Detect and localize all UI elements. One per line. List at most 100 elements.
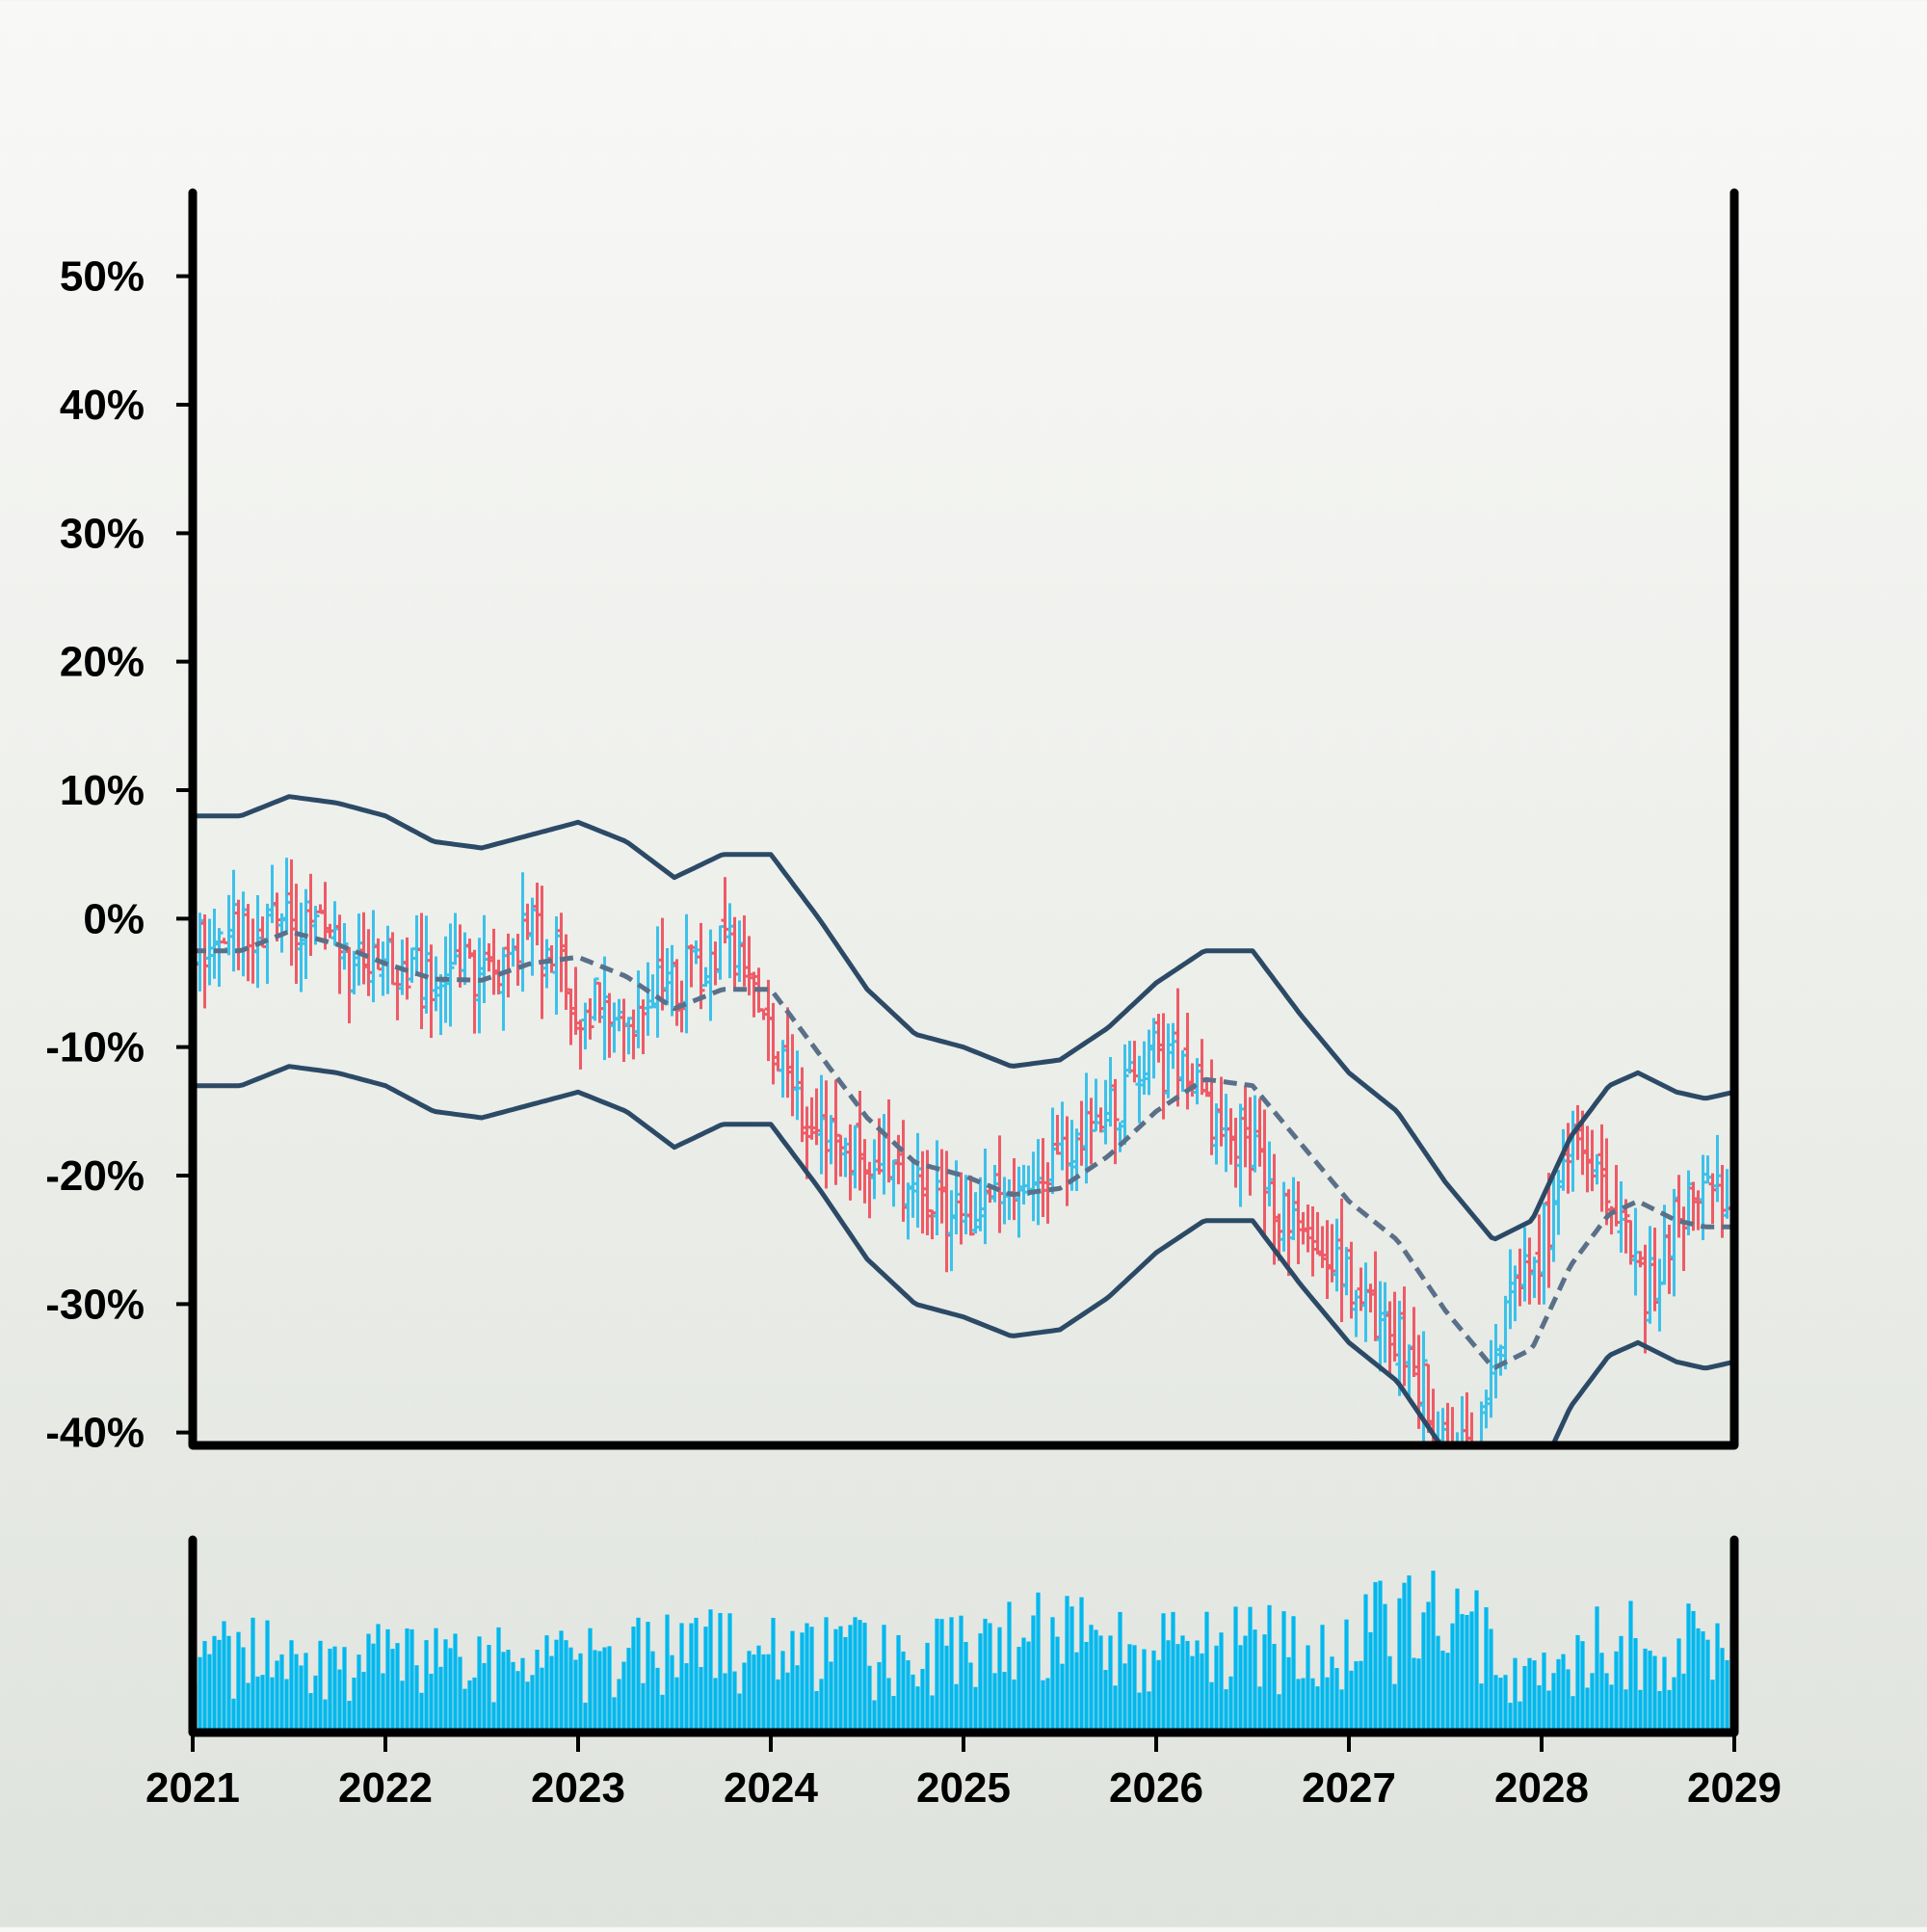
ohlc-candle (610, 1002, 619, 1053)
volume-bar (612, 1697, 617, 1733)
volume-bar (381, 1673, 385, 1733)
volume-bar (1436, 1635, 1440, 1733)
volume-bar (1445, 1653, 1450, 1733)
ohlc-candle (870, 1139, 879, 1200)
ohlc-candle (1371, 1251, 1380, 1341)
ohlc-candle (417, 913, 426, 1029)
ohlc-candle (1496, 1344, 1505, 1376)
volume-bar (838, 1626, 843, 1733)
volume-bar (1253, 1629, 1257, 1733)
ohlc-candle (1516, 1248, 1524, 1307)
ohlc-candle (461, 932, 469, 986)
ohlc-candle (523, 903, 532, 940)
ohlc-candle (865, 1161, 874, 1219)
volume-bar (655, 1667, 660, 1733)
ohlc-candle (1260, 1109, 1269, 1235)
ohlc-candle (1015, 1166, 1023, 1238)
volume-bar (1657, 1690, 1662, 1733)
volume-bar (1551, 1673, 1556, 1733)
volume-bar (1580, 1641, 1585, 1733)
volume-bar (925, 1642, 930, 1733)
volume-bar (1079, 1597, 1084, 1733)
ohlc-candle (1641, 1244, 1650, 1354)
ohlc-candle (827, 1115, 835, 1165)
ohlc-candle (1626, 1219, 1635, 1265)
volume-bar (371, 1643, 376, 1733)
volume-bar (376, 1624, 381, 1733)
ohlc-candle (1135, 1055, 1144, 1124)
ohlc-candles (193, 858, 1734, 1445)
volume-bar (1257, 1686, 1262, 1733)
volume-bar (1623, 1689, 1628, 1733)
ohlc-candle (1405, 1344, 1413, 1401)
ohlc-candle (1313, 1211, 1322, 1255)
volume-bar (424, 1640, 429, 1733)
ohlc-candle (1617, 1181, 1625, 1253)
ohlc-candle (355, 913, 363, 986)
volume-bar (954, 1683, 959, 1733)
ohlc-candle (894, 1134, 903, 1185)
volume-bar (703, 1627, 708, 1733)
volume-bar (1171, 1611, 1175, 1733)
volume-bar (829, 1661, 833, 1733)
volume-bar (602, 1647, 607, 1733)
volume-bar (1267, 1604, 1272, 1733)
ohlc-candle (1675, 1175, 1683, 1238)
ohlc-candle (273, 892, 281, 942)
volume-bar (1628, 1601, 1633, 1733)
ohlc-candle (605, 992, 614, 1058)
volume-bar (636, 1617, 641, 1733)
volume-bar (1209, 1681, 1214, 1733)
volume-bar (284, 1679, 289, 1733)
ohlc-candle (239, 891, 248, 977)
x-axis-ticks: 2021 2022 2023 2024 2025 2026 2027 2028 2029 (145, 1733, 1782, 1812)
volume-bar (241, 1647, 246, 1733)
ohlc-candle (451, 913, 460, 966)
volume-bar (1281, 1611, 1286, 1733)
volume-bar (1214, 1645, 1219, 1733)
ohlc-candle (388, 932, 397, 986)
volume-bar (342, 1647, 347, 1733)
volume-bar (949, 1617, 954, 1733)
ohlc-candle (1708, 1173, 1717, 1225)
volume-bar (708, 1609, 713, 1733)
volume-bar (1681, 1673, 1686, 1733)
ohlc-candle (644, 962, 652, 1036)
volume-bar (1571, 1696, 1575, 1733)
volume-bar (1065, 1596, 1069, 1733)
volume-bar (607, 1646, 612, 1733)
volume-bar (699, 1666, 703, 1733)
volume-bar (872, 1700, 877, 1733)
ohlc-candle (567, 988, 575, 1045)
volume-bar (255, 1676, 260, 1733)
volume-bar (328, 1648, 332, 1733)
x-tick-label: 2027 (1302, 1764, 1396, 1812)
ohlc-candle (576, 1019, 585, 1070)
volume-bar (1089, 1625, 1094, 1733)
volume-bar (390, 1649, 395, 1733)
ohlc-candle (321, 882, 330, 950)
volume-bar (202, 1641, 207, 1733)
volume-bar (1132, 1645, 1137, 1733)
ohlc-candle (1487, 1339, 1495, 1418)
volume-bar (1546, 1690, 1551, 1733)
ohlc-candle (1366, 1284, 1375, 1313)
ohlc-candle (1437, 1411, 1439, 1445)
volume-bar (448, 1648, 453, 1733)
ohlc-candle (1284, 1189, 1293, 1277)
ohlc-candle (383, 925, 392, 994)
volume-bar (1701, 1630, 1705, 1733)
volume-bar (395, 1643, 400, 1733)
volume-bar (515, 1671, 520, 1733)
ohlc-candle (860, 1139, 869, 1204)
ohlc-candle (562, 934, 570, 1011)
volume-bar (366, 1633, 371, 1733)
ohlc-candle (1227, 1108, 1235, 1165)
ohlc-candle (1520, 1227, 1529, 1302)
ohlc-candle (210, 909, 219, 979)
ohlc-candle (1458, 1395, 1466, 1445)
volume-bar (1493, 1675, 1498, 1733)
volume-bar (568, 1647, 573, 1733)
volume-bar (646, 1622, 650, 1733)
volume-bar (1575, 1634, 1580, 1733)
